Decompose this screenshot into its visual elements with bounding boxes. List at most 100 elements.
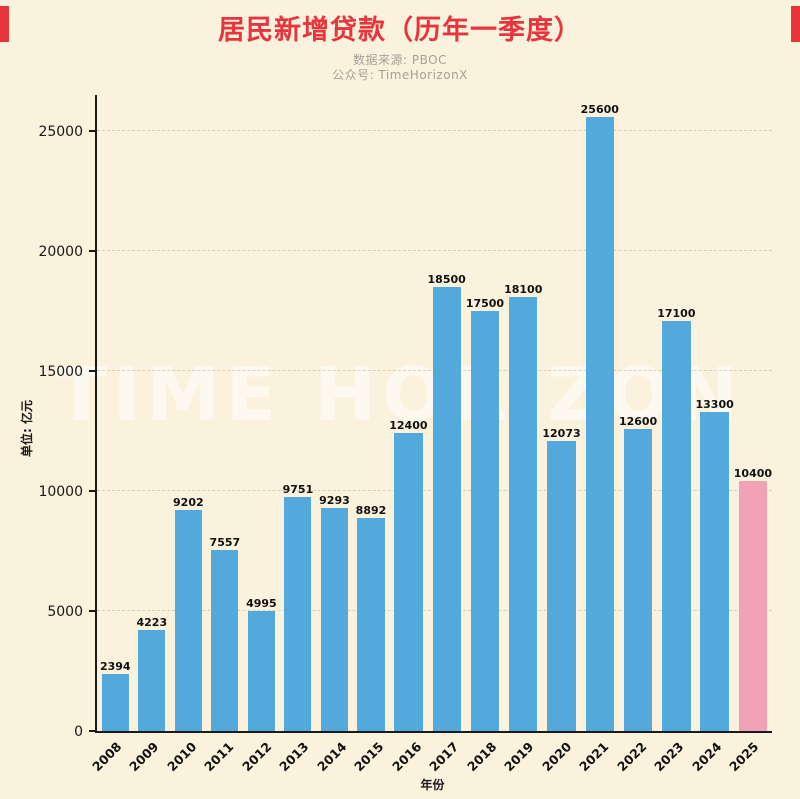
x-tick-label: 2025: [726, 739, 762, 775]
y-tick-label: 25000: [38, 124, 83, 140]
y-axis-ticks: 0 5000 10000 15000 20000 25000: [37, 95, 95, 740]
x-tick-label: 2015: [351, 739, 387, 775]
bar-2008: [101, 673, 129, 731]
bar-2013: [284, 496, 312, 731]
bar-slot: 4995: [243, 95, 280, 731]
bar-value-label: 4223: [136, 615, 168, 629]
x-axis-ticks: 2008 2009 2010 2011 2012 2013 2014 2015 2016 2017…: [89, 733, 771, 777]
bar-2024: [700, 411, 729, 731]
bar-2017: [432, 287, 461, 731]
x-tick-slot: 2016: [389, 733, 433, 777]
bar-slot: 12600: [619, 95, 657, 731]
bar-2018: [470, 311, 500, 731]
y-tick-mark: [89, 490, 95, 493]
chart-title: 居民新增贷款（历年一季度）: [218, 15, 582, 46]
bar-value-label: 18100: [504, 282, 543, 296]
bar-2019: [509, 296, 538, 731]
bar-value-label: 17100: [657, 306, 696, 320]
y-axis-label: 单位: 亿元: [19, 400, 34, 457]
bar-slot: 9202: [170, 95, 207, 731]
bar-2022: [623, 428, 653, 731]
x-tick-label: 2024: [689, 739, 725, 775]
x-tick-slot: 2018: [464, 733, 508, 777]
x-tick-label: 2019: [501, 739, 537, 775]
x-tick-label: 2020: [539, 739, 575, 775]
y-tick-label: 5000: [47, 604, 83, 621]
plot-area: 2394 4223 9202 7557 4995 9751 9293 8892 12400 185…: [95, 95, 772, 733]
bar-value-label: 2394: [99, 659, 131, 673]
bar-slot: 7557: [207, 95, 244, 731]
x-tick-slot: 2023: [652, 733, 696, 777]
bar-2009: [138, 629, 166, 731]
y-tick-label: 15000: [38, 364, 83, 380]
x-tick-label: 2016: [389, 739, 425, 775]
bar-slot: 17100: [657, 95, 696, 731]
bar-value-label: 12400: [389, 419, 428, 433]
bar-slot: 10400: [734, 95, 772, 731]
y-tick-label: 10000: [38, 484, 83, 501]
bar-2020: [547, 441, 576, 731]
x-tick-label: 2014: [314, 739, 350, 775]
bar-slot: 18100: [504, 95, 542, 731]
x-tick-slot: 2019: [502, 733, 546, 777]
bar-2025: [738, 481, 768, 731]
account-line: 公众号: TimeHorizonX: [332, 68, 468, 82]
bar-2014: [320, 507, 348, 731]
y-tick-label: 0: [74, 724, 83, 740]
bar-slot: 17500: [466, 95, 504, 731]
bar-slot: 13300: [696, 95, 734, 731]
y-tick-mark: [89, 370, 95, 372]
x-tick-slot: 2012: [239, 733, 283, 777]
bar-slot: 2394: [97, 95, 134, 731]
x-tick-label: 2017: [426, 739, 462, 775]
x-tick-slot: 2009: [127, 733, 171, 777]
bar-slot: 9751: [280, 95, 317, 731]
bar-2016: [394, 433, 423, 731]
bar-slot: 8892: [353, 95, 390, 731]
bar-2011: [211, 549, 239, 731]
x-tick-label: 2013: [276, 739, 312, 775]
x-tick-slot: 2024: [689, 733, 733, 777]
x-tick-slot: 2008: [89, 733, 133, 777]
bar-slot: 18500: [428, 95, 466, 731]
x-tick-label: 2010: [164, 739, 200, 775]
x-tick-slot: 2013: [277, 733, 321, 777]
x-tick-slot: 2014: [314, 733, 358, 777]
red-accent-left: [0, 6, 9, 42]
bar-2010: [174, 510, 202, 731]
y-tick-mark: [89, 250, 95, 253]
x-tick-label: 2008: [89, 739, 125, 775]
bar-value-label: 12600: [618, 414, 658, 428]
bar-value-label: 9293: [319, 493, 350, 507]
gridline: [97, 130, 772, 131]
bar-value-label: 17500: [465, 297, 505, 310]
bar-slot: 25600: [581, 95, 619, 731]
bar-value-label: 9202: [173, 496, 204, 510]
bar-value-label: 18500: [427, 273, 466, 287]
bar-slot: 12400: [389, 95, 428, 731]
red-accent-right: [791, 6, 800, 42]
x-tick-label: 2009: [126, 739, 162, 775]
bar-2012: [247, 611, 275, 731]
bar-slot: 4223: [134, 95, 171, 731]
bar-value-label: 4995: [246, 597, 277, 611]
x-tick-slot: 2010: [164, 733, 208, 777]
x-tick-label: 2018: [464, 739, 500, 775]
bar-2021: [585, 116, 614, 731]
x-tick-label: 2021: [576, 739, 612, 775]
x-tick-slot: 2020: [539, 733, 583, 777]
x-tick-label: 2012: [239, 739, 275, 775]
x-tick-label: 2011: [201, 739, 237, 775]
bar-value-label: 9751: [282, 482, 314, 496]
x-tick-slot: 2025: [727, 733, 771, 777]
bar-value-label: 25600: [580, 102, 619, 116]
x-tick-slot: 2021: [577, 733, 621, 777]
bar-2023: [662, 320, 691, 731]
bar-slot: 9293: [316, 95, 353, 731]
x-tick-label: 2023: [651, 739, 687, 775]
bar-2015: [357, 517, 385, 731]
gridline: [97, 250, 772, 252]
x-tick-slot: 2015: [352, 733, 396, 777]
bar-value-label: 10400: [733, 467, 773, 481]
bar-slot: 12073: [542, 95, 581, 731]
